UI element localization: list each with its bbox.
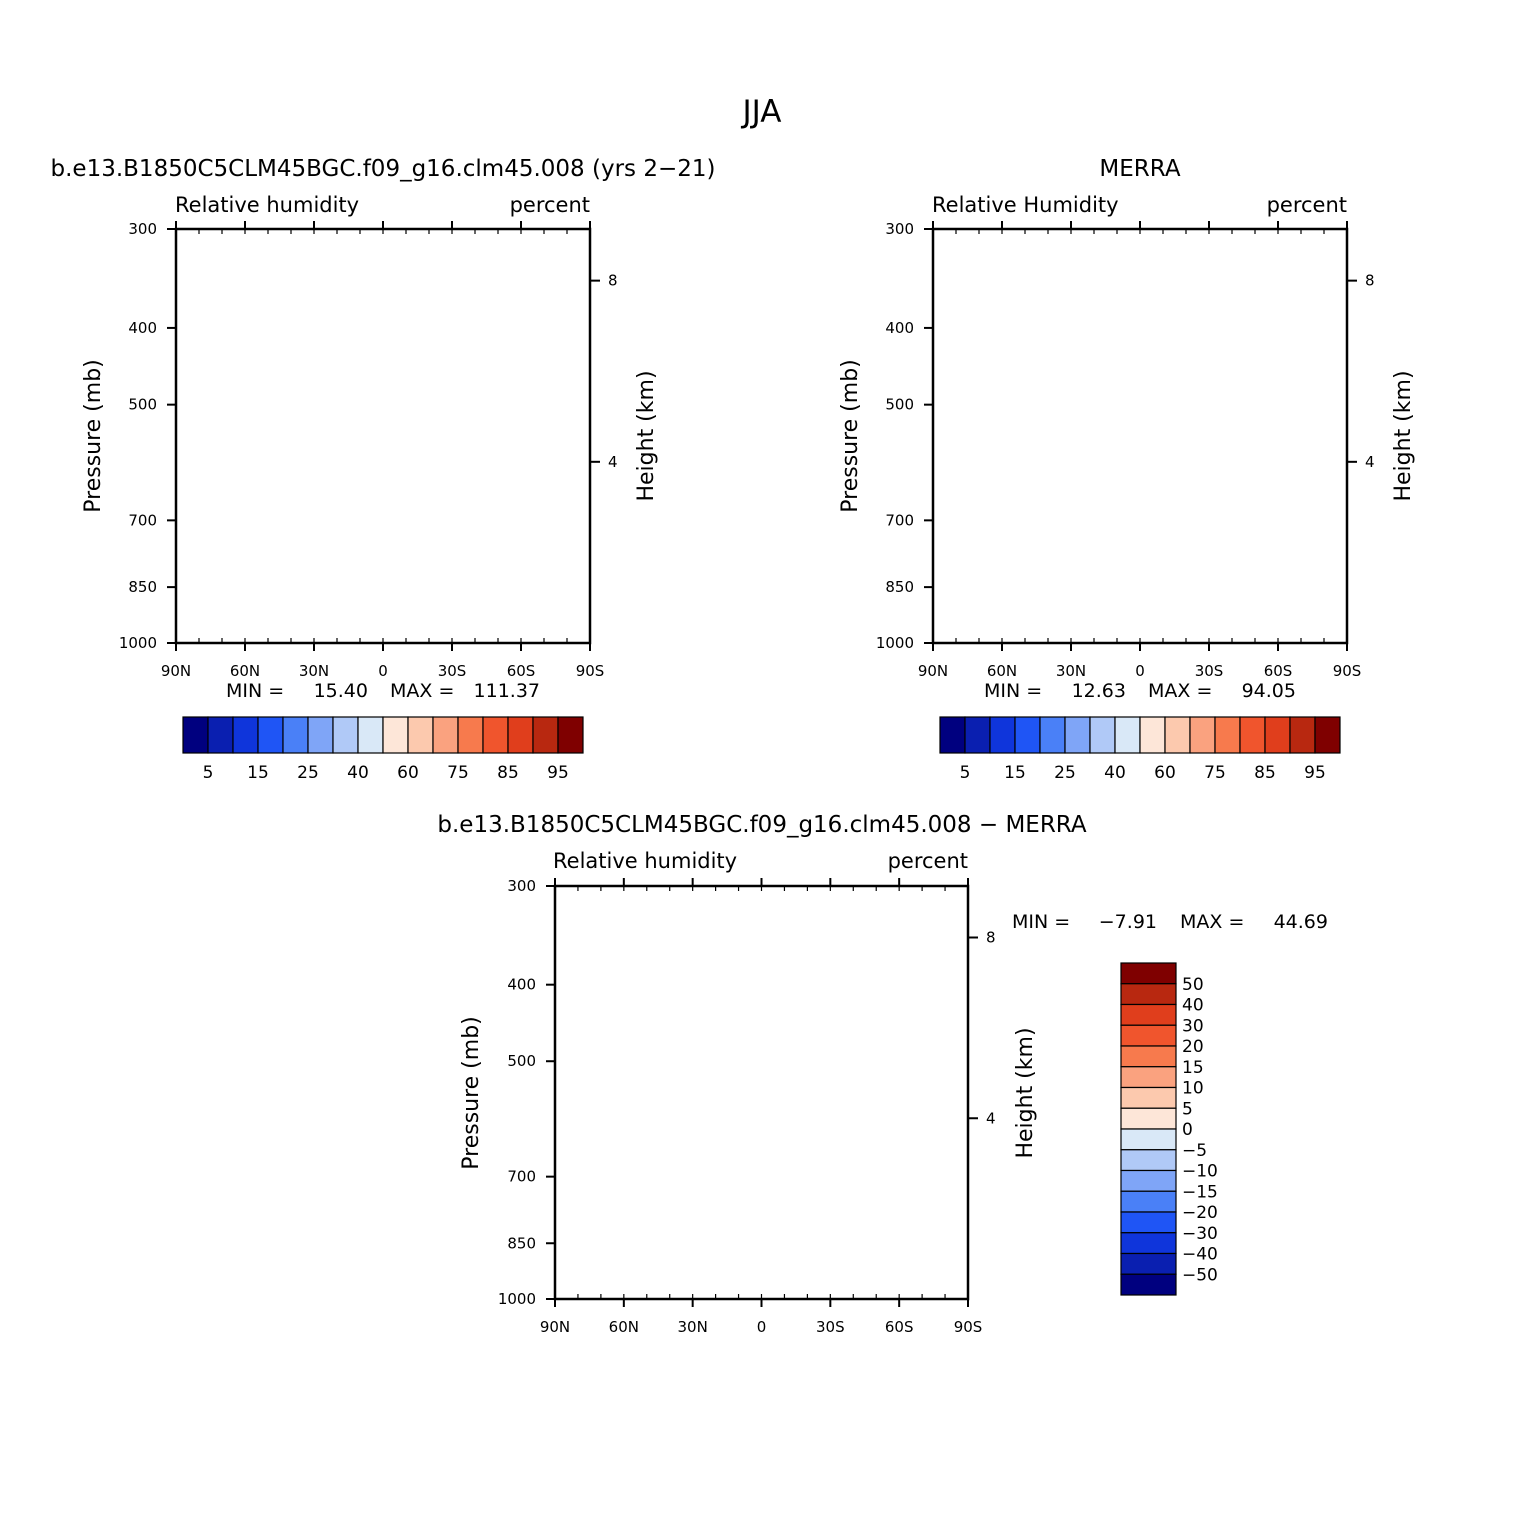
colorbar-label: 60 <box>397 763 419 783</box>
plot-area <box>174 227 592 645</box>
colorbar-swatch <box>282 716 309 754</box>
colorbar-swatch <box>357 716 384 754</box>
colorbar-label: 85 <box>497 763 519 783</box>
colorbar-label: 5 <box>203 763 214 783</box>
colorbar-swatch <box>407 716 434 754</box>
colorbar-swatch <box>457 716 484 754</box>
x-tick-label: 0 <box>378 662 388 680</box>
max-value: 111.37 <box>474 680 540 702</box>
colorbar-label: 40 <box>347 763 369 783</box>
colorbar-swatch <box>257 716 284 754</box>
panel-merra: MERRA Relative Humidity percent 90N 60N 30… <box>838 156 1416 783</box>
y-tick-label: 850 <box>128 578 157 596</box>
colorbar-swatch <box>232 716 259 754</box>
y-axis-label: Pressure (mb) <box>81 359 106 513</box>
colorbar-swatch <box>207 716 234 754</box>
left-header: Relative Humidity <box>932 193 1119 217</box>
colorbar-label: 25 <box>297 763 319 783</box>
y2-tick-label: 8 <box>608 272 618 290</box>
colorbar-swatch <box>382 716 409 754</box>
axis-ticks: 90N 60N 30N 0 30S 60S 90S 300 400 500 700 850 1000 8 4 <box>119 220 618 680</box>
colorbar-swatch <box>557 716 584 754</box>
x-tick-label: 90N <box>161 662 191 680</box>
figure-title: JJA <box>741 94 782 130</box>
colorbar-swatch <box>532 716 559 754</box>
panel-title: b.e13.B1850C5CLM45BGC.f09_g16.clm45.008 … <box>51 156 716 182</box>
colorbar-label: 15 <box>247 763 269 783</box>
max-label: MAX = <box>390 680 454 702</box>
plot-area <box>931 227 1349 645</box>
x-tick-label: 30N <box>299 662 329 680</box>
colorbar-label: 75 <box>447 763 469 783</box>
plot-frame <box>174 227 592 645</box>
colorbar-swatch <box>507 716 534 754</box>
x-tick-label: 60S <box>507 662 536 680</box>
colorbar: 5 15 25 40 60 75 85 95 <box>182 716 584 783</box>
y-tick-label: 500 <box>128 396 157 414</box>
y-tick-label: 300 <box>128 220 157 238</box>
colorbar-swatch <box>307 716 334 754</box>
y2-axis-label: Height (km) <box>634 370 659 501</box>
panel-model: b.e13.B1850C5CLM45BGC.f09_g16.clm45.008 … <box>51 156 716 783</box>
y2-tick-label: 4 <box>608 453 618 471</box>
x-tick-label: 30S <box>438 662 467 680</box>
panel-title: MERRA <box>1099 156 1180 182</box>
left-header: Relative humidity <box>175 193 359 217</box>
y-tick-label: 400 <box>128 319 157 337</box>
min-label: MIN = <box>226 680 284 702</box>
colorbar-swatch <box>482 716 509 754</box>
colorbar-swatch <box>332 716 359 754</box>
colorbar-swatch <box>182 716 209 754</box>
colorbar-label: 95 <box>547 763 569 783</box>
x-tick-label: 60N <box>230 662 260 680</box>
min-value: 15.40 <box>314 680 368 702</box>
x-tick-label: 90S <box>576 662 605 680</box>
y-tick-label: 700 <box>128 511 157 529</box>
y-tick-label: 1000 <box>119 634 157 652</box>
right-header: percent <box>1267 193 1347 217</box>
right-header: percent <box>510 193 590 217</box>
colorbar-swatch <box>432 716 459 754</box>
